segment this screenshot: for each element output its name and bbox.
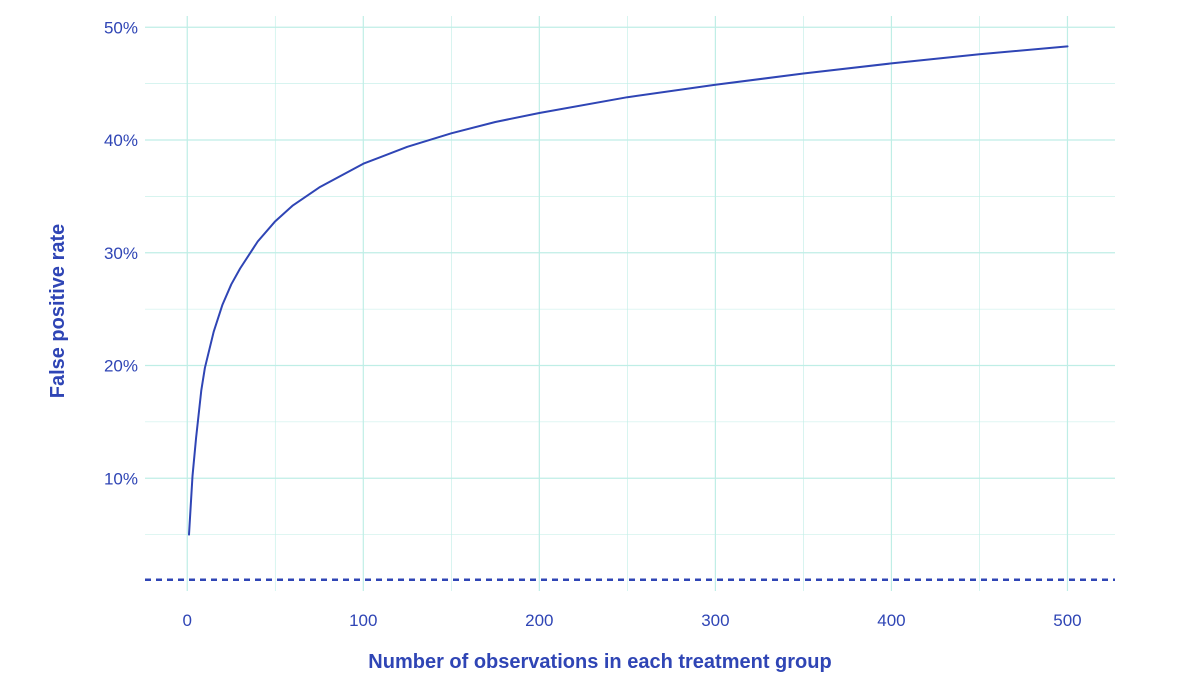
x-tick-label: 200 xyxy=(525,611,553,630)
series-layer xyxy=(188,45,1069,536)
series-line xyxy=(188,45,1069,536)
y-tick-label: 50% xyxy=(104,18,138,37)
x-axis-title: Number of observations in each treatment… xyxy=(368,651,831,673)
x-tick-label: 0 xyxy=(183,611,192,630)
y-tick-label: 20% xyxy=(104,357,138,376)
x-tick-label: 500 xyxy=(1053,611,1081,630)
y-tick-label: 40% xyxy=(104,131,138,150)
x-tick-label: 100 xyxy=(349,611,377,630)
grid xyxy=(145,16,1115,591)
y-tick-label: 30% xyxy=(104,244,138,263)
y-axis-title: False positive rate xyxy=(47,224,69,399)
x-tick-label: 400 xyxy=(877,611,905,630)
y-tick-label: 10% xyxy=(104,469,138,488)
y-axis-ticks: 10% 20% 30% 40% 50% xyxy=(104,18,138,488)
x-axis-ticks: 0 100 200 300 400 500 xyxy=(183,611,1082,630)
x-tick-label: 300 xyxy=(701,611,729,630)
